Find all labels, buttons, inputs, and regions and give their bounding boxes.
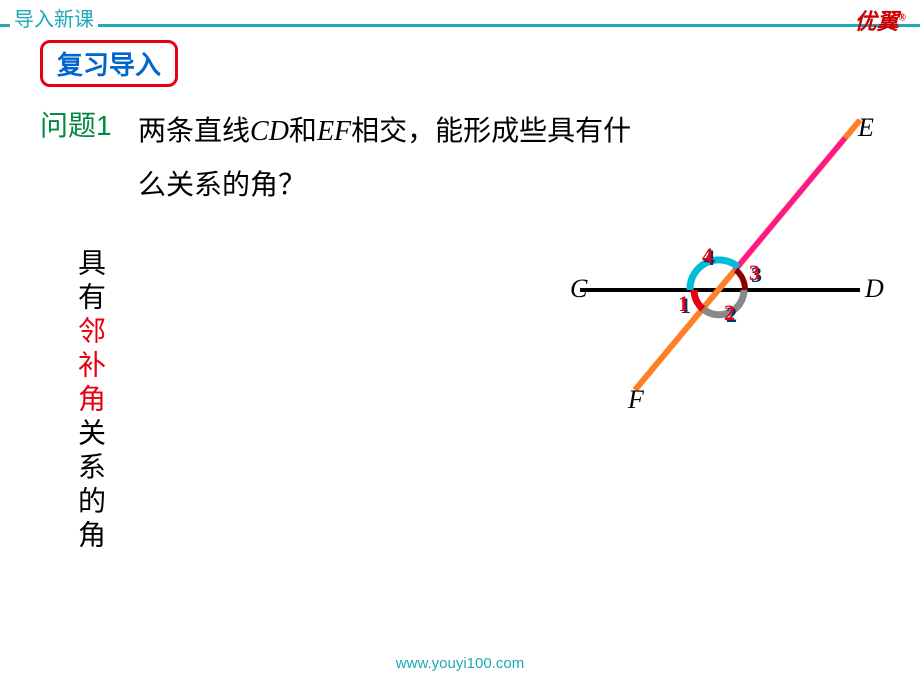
arc-3 — [736, 270, 745, 290]
q-pre: 两条直线 — [138, 115, 250, 146]
q-ef: EF — [317, 116, 351, 147]
brand-logo: 优翼® — [855, 4, 907, 36]
label-e: E — [857, 113, 874, 142]
q-line2: 么关系的角？ — [138, 169, 306, 200]
intersecting-lines-diagram: C D E F 1 1 2 2 3 3 4 4 — [560, 110, 890, 410]
num-3: 3 — [749, 260, 760, 285]
num-2: 2 — [724, 300, 735, 325]
logo-reg: ® — [899, 13, 906, 24]
num-1: 1 — [678, 291, 689, 316]
question-number: 问题1 — [40, 104, 112, 144]
num-4: 4 — [702, 243, 713, 268]
arc-1 — [694, 290, 703, 309]
label-c: C — [570, 274, 588, 303]
q-cd: CD — [250, 116, 289, 147]
footer-url: www.youyi100.com — [0, 655, 920, 672]
answer-vertical-text: 具有邻补角关系的角 — [70, 248, 110, 554]
review-intro-label: 复习导入 — [57, 50, 161, 80]
v-p1: 具有 — [75, 248, 106, 316]
review-intro-badge: 复习导入 — [40, 40, 178, 87]
q-mid: 和 — [289, 115, 317, 146]
logo-text: 优翼 — [855, 9, 899, 34]
v-p2: 关系的角 — [75, 418, 106, 554]
v-red: 邻补角 — [75, 316, 106, 418]
footer-url-text: www.youyi100.com — [390, 655, 530, 672]
header-divider — [0, 24, 920, 27]
line-ef-accent — [735, 138, 845, 270]
label-d: D — [864, 274, 884, 303]
header-title: 导入新课 — [10, 3, 98, 32]
label-f: F — [627, 385, 645, 410]
